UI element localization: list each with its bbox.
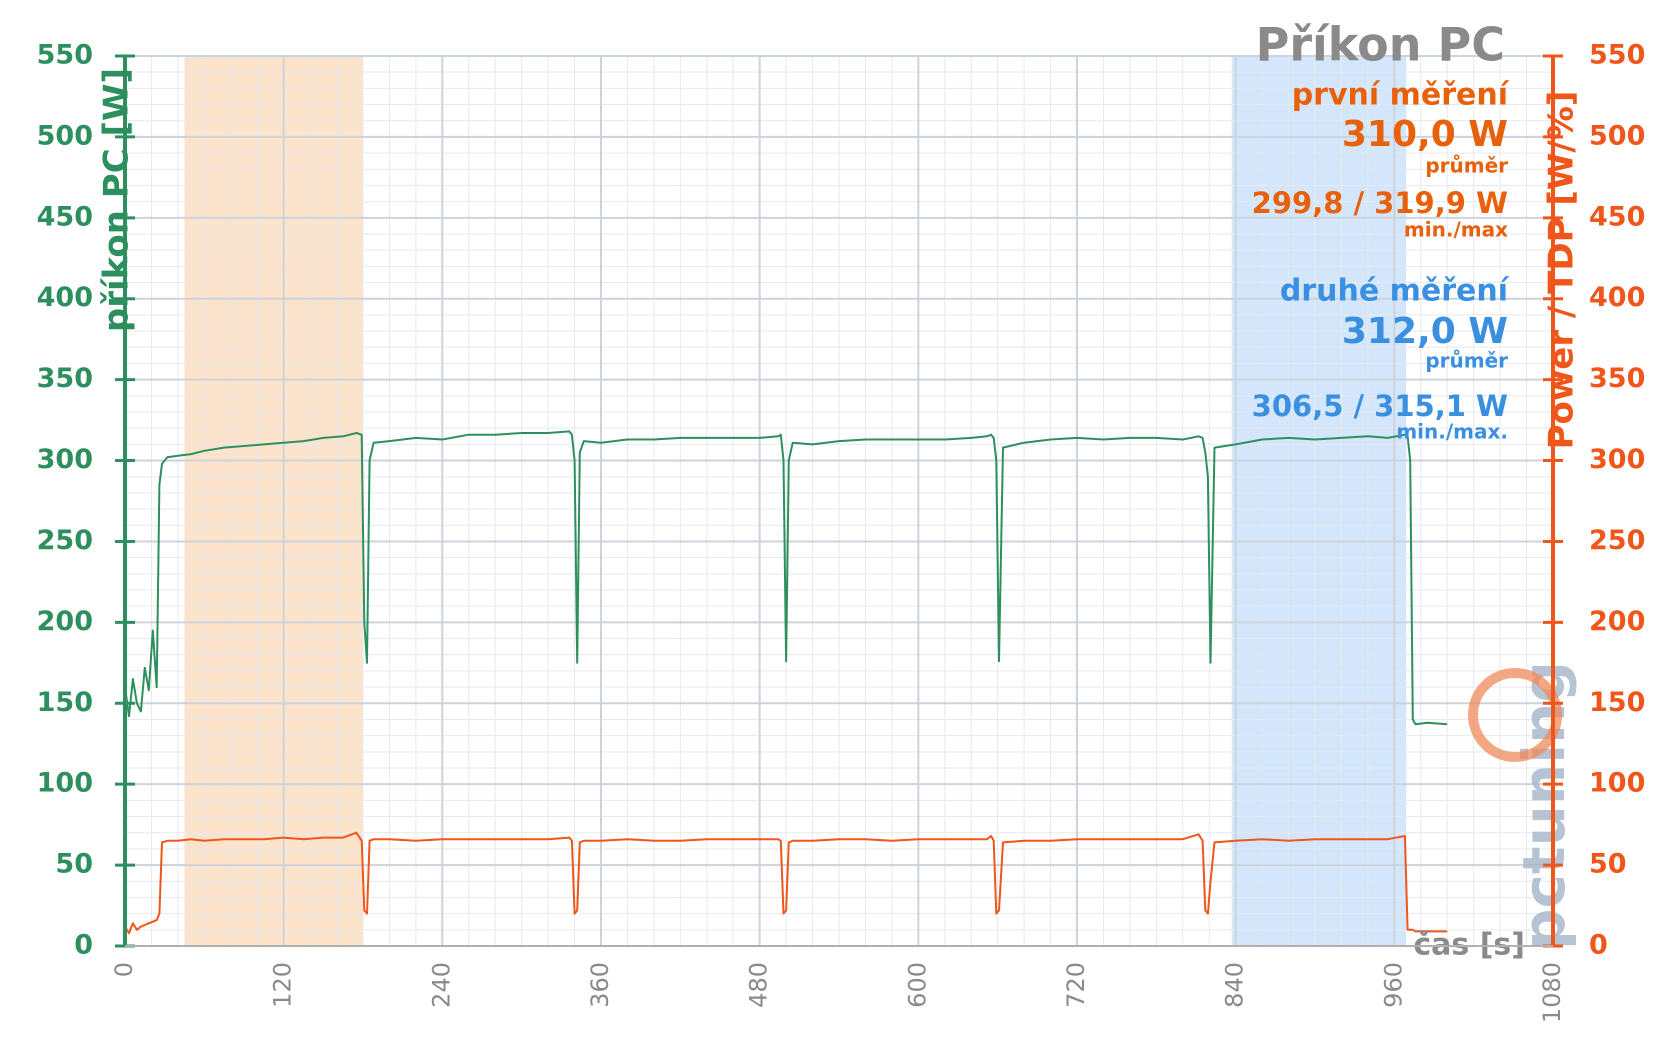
logo-clock — [1468, 668, 1562, 762]
highlight-range — [184, 56, 363, 946]
plot-background — [184, 56, 1407, 946]
x-tick-label: 120 — [269, 962, 297, 1008]
x-tick-label: 720 — [1062, 962, 1090, 1008]
x-tick-label: 0 — [110, 962, 138, 977]
y2-tick-label: 200 — [1589, 606, 1645, 637]
y2-tick-label: 500 — [1589, 120, 1645, 151]
y-axis-label: příkon PC [W] — [97, 68, 137, 332]
y-tick-label: 550 — [37, 40, 93, 71]
annotation-range-label: min./max. — [1396, 420, 1508, 444]
x-tick-label: 960 — [1379, 962, 1407, 1008]
chart-title: Příkon PC — [1256, 18, 1505, 72]
annotation-label: první měření — [1292, 78, 1510, 113]
y-tick-label: 350 — [37, 363, 93, 394]
annotation-mean-label: průměr — [1425, 349, 1508, 373]
series-line — [124, 831, 1448, 935]
y-tick-label: 300 — [37, 444, 93, 475]
second-measurement: druhé měření 312,0 W průměr 306,5 / 315,… — [1252, 274, 1510, 444]
highlight-range — [1231, 56, 1407, 946]
annotation-range: 299,8 / 319,9 W — [1252, 186, 1508, 220]
y2-tick-label: 150 — [1589, 687, 1645, 718]
first-measurement: první měření 310,0 W průměr 299,8 / 319,… — [1252, 78, 1510, 242]
watermark: pctuning — [1510, 661, 1578, 950]
y2-tick-label: 350 — [1589, 363, 1645, 394]
y-tick-label: 500 — [37, 120, 93, 151]
grid — [124, 55, 1554, 947]
y2-tick-label: 300 — [1589, 444, 1645, 475]
y2-tick-label: 550 — [1589, 40, 1645, 71]
y-tick-label: 450 — [37, 201, 93, 232]
x-tick-label: 840 — [1221, 962, 1249, 1008]
annotation-range-label: min./max — [1404, 218, 1508, 242]
annotation-mean: 310,0 W — [1342, 114, 1508, 155]
y2-tick-label: 50 — [1589, 849, 1627, 880]
y-tick-label: 400 — [37, 282, 93, 313]
y2-tick-label: 100 — [1589, 768, 1645, 799]
y2-tick-label: 450 — [1589, 201, 1645, 232]
y-tick-label: 0 — [74, 930, 93, 961]
y-tick-label: 150 — [37, 687, 93, 718]
x-tick-label: 600 — [903, 962, 931, 1008]
x-tick-label: 360 — [586, 962, 614, 1008]
annotation-range: 306,5 / 315,1 W — [1252, 389, 1508, 423]
y-tick-label: 200 — [37, 606, 93, 637]
y2-tick-label: 0 — [1589, 930, 1608, 961]
annotation-label: druhé měření — [1280, 274, 1510, 309]
annotation-mean: 312,0 W — [1342, 311, 1508, 352]
series-lines — [124, 430, 1448, 935]
annotation-mean-label: průměr — [1425, 154, 1508, 178]
y-tick-label: 50 — [55, 849, 93, 880]
series-line — [124, 430, 1448, 726]
x-tick-label: 240 — [427, 962, 455, 1008]
y2-tick-label: 400 — [1589, 282, 1645, 313]
x-tick-label: 1080 — [1538, 962, 1566, 1023]
y2-axis-label: Power / TDP [W/%] — [1542, 91, 1582, 450]
y-tick-label: 250 — [37, 525, 93, 556]
y2-tick-label: 250 — [1589, 525, 1645, 556]
x-tick-label: 480 — [745, 962, 773, 1008]
y-tick-label: 100 — [37, 768, 93, 799]
